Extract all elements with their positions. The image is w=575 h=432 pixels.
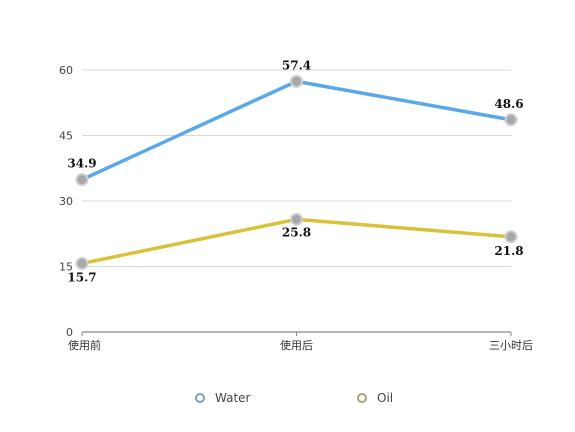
data-label-water-1: 57.4 (282, 58, 311, 72)
legend[interactable]: Water Oil (195, 391, 393, 405)
y-axis-ticks: 0 15 30 45 60 (59, 64, 73, 339)
legend-item-oil[interactable]: Oil (357, 391, 393, 405)
data-label-water-2: 48.6 (494, 97, 523, 111)
x-tick-label-1: 使用后 (280, 339, 313, 352)
y-tick-label-15: 15 (59, 261, 73, 274)
legend-label-oil: Oil (377, 391, 393, 405)
point-water-2 (504, 113, 518, 127)
data-label-oil-2: 21.8 (494, 244, 523, 258)
legend-marker-water (195, 393, 205, 403)
series-line-water (80, 79, 513, 182)
y-tick-label-30: 30 (59, 195, 73, 208)
y-tick-label-60: 60 (59, 64, 73, 77)
legend-label-water: Water (215, 391, 251, 405)
y-tick-label-0: 0 (66, 326, 73, 339)
point-oil-1 (290, 212, 303, 226)
legend-item-water[interactable]: Water (195, 391, 251, 405)
data-labels: 34.9 57.4 48.6 15.7 25.8 21.8 (67, 58, 523, 284)
data-label-oil-1: 25.8 (282, 225, 311, 239)
point-water-1 (290, 74, 303, 88)
x-tick-label-0: 使用前 (68, 338, 101, 352)
x-axis: 使用前 使用后 三小时后 (68, 331, 533, 352)
x-tick-label-2: 三小时后 (489, 339, 533, 352)
point-water-0 (75, 173, 89, 187)
legend-marker-oil (357, 393, 367, 403)
point-oil-0 (75, 256, 89, 270)
y-tick-label-45: 45 (59, 130, 73, 143)
series-lines (75, 74, 518, 270)
data-label-water-0: 34.9 (67, 157, 96, 171)
point-oil-2 (504, 230, 518, 244)
data-label-oil-0: 15.7 (67, 270, 96, 284)
gridlines (82, 69, 511, 267)
